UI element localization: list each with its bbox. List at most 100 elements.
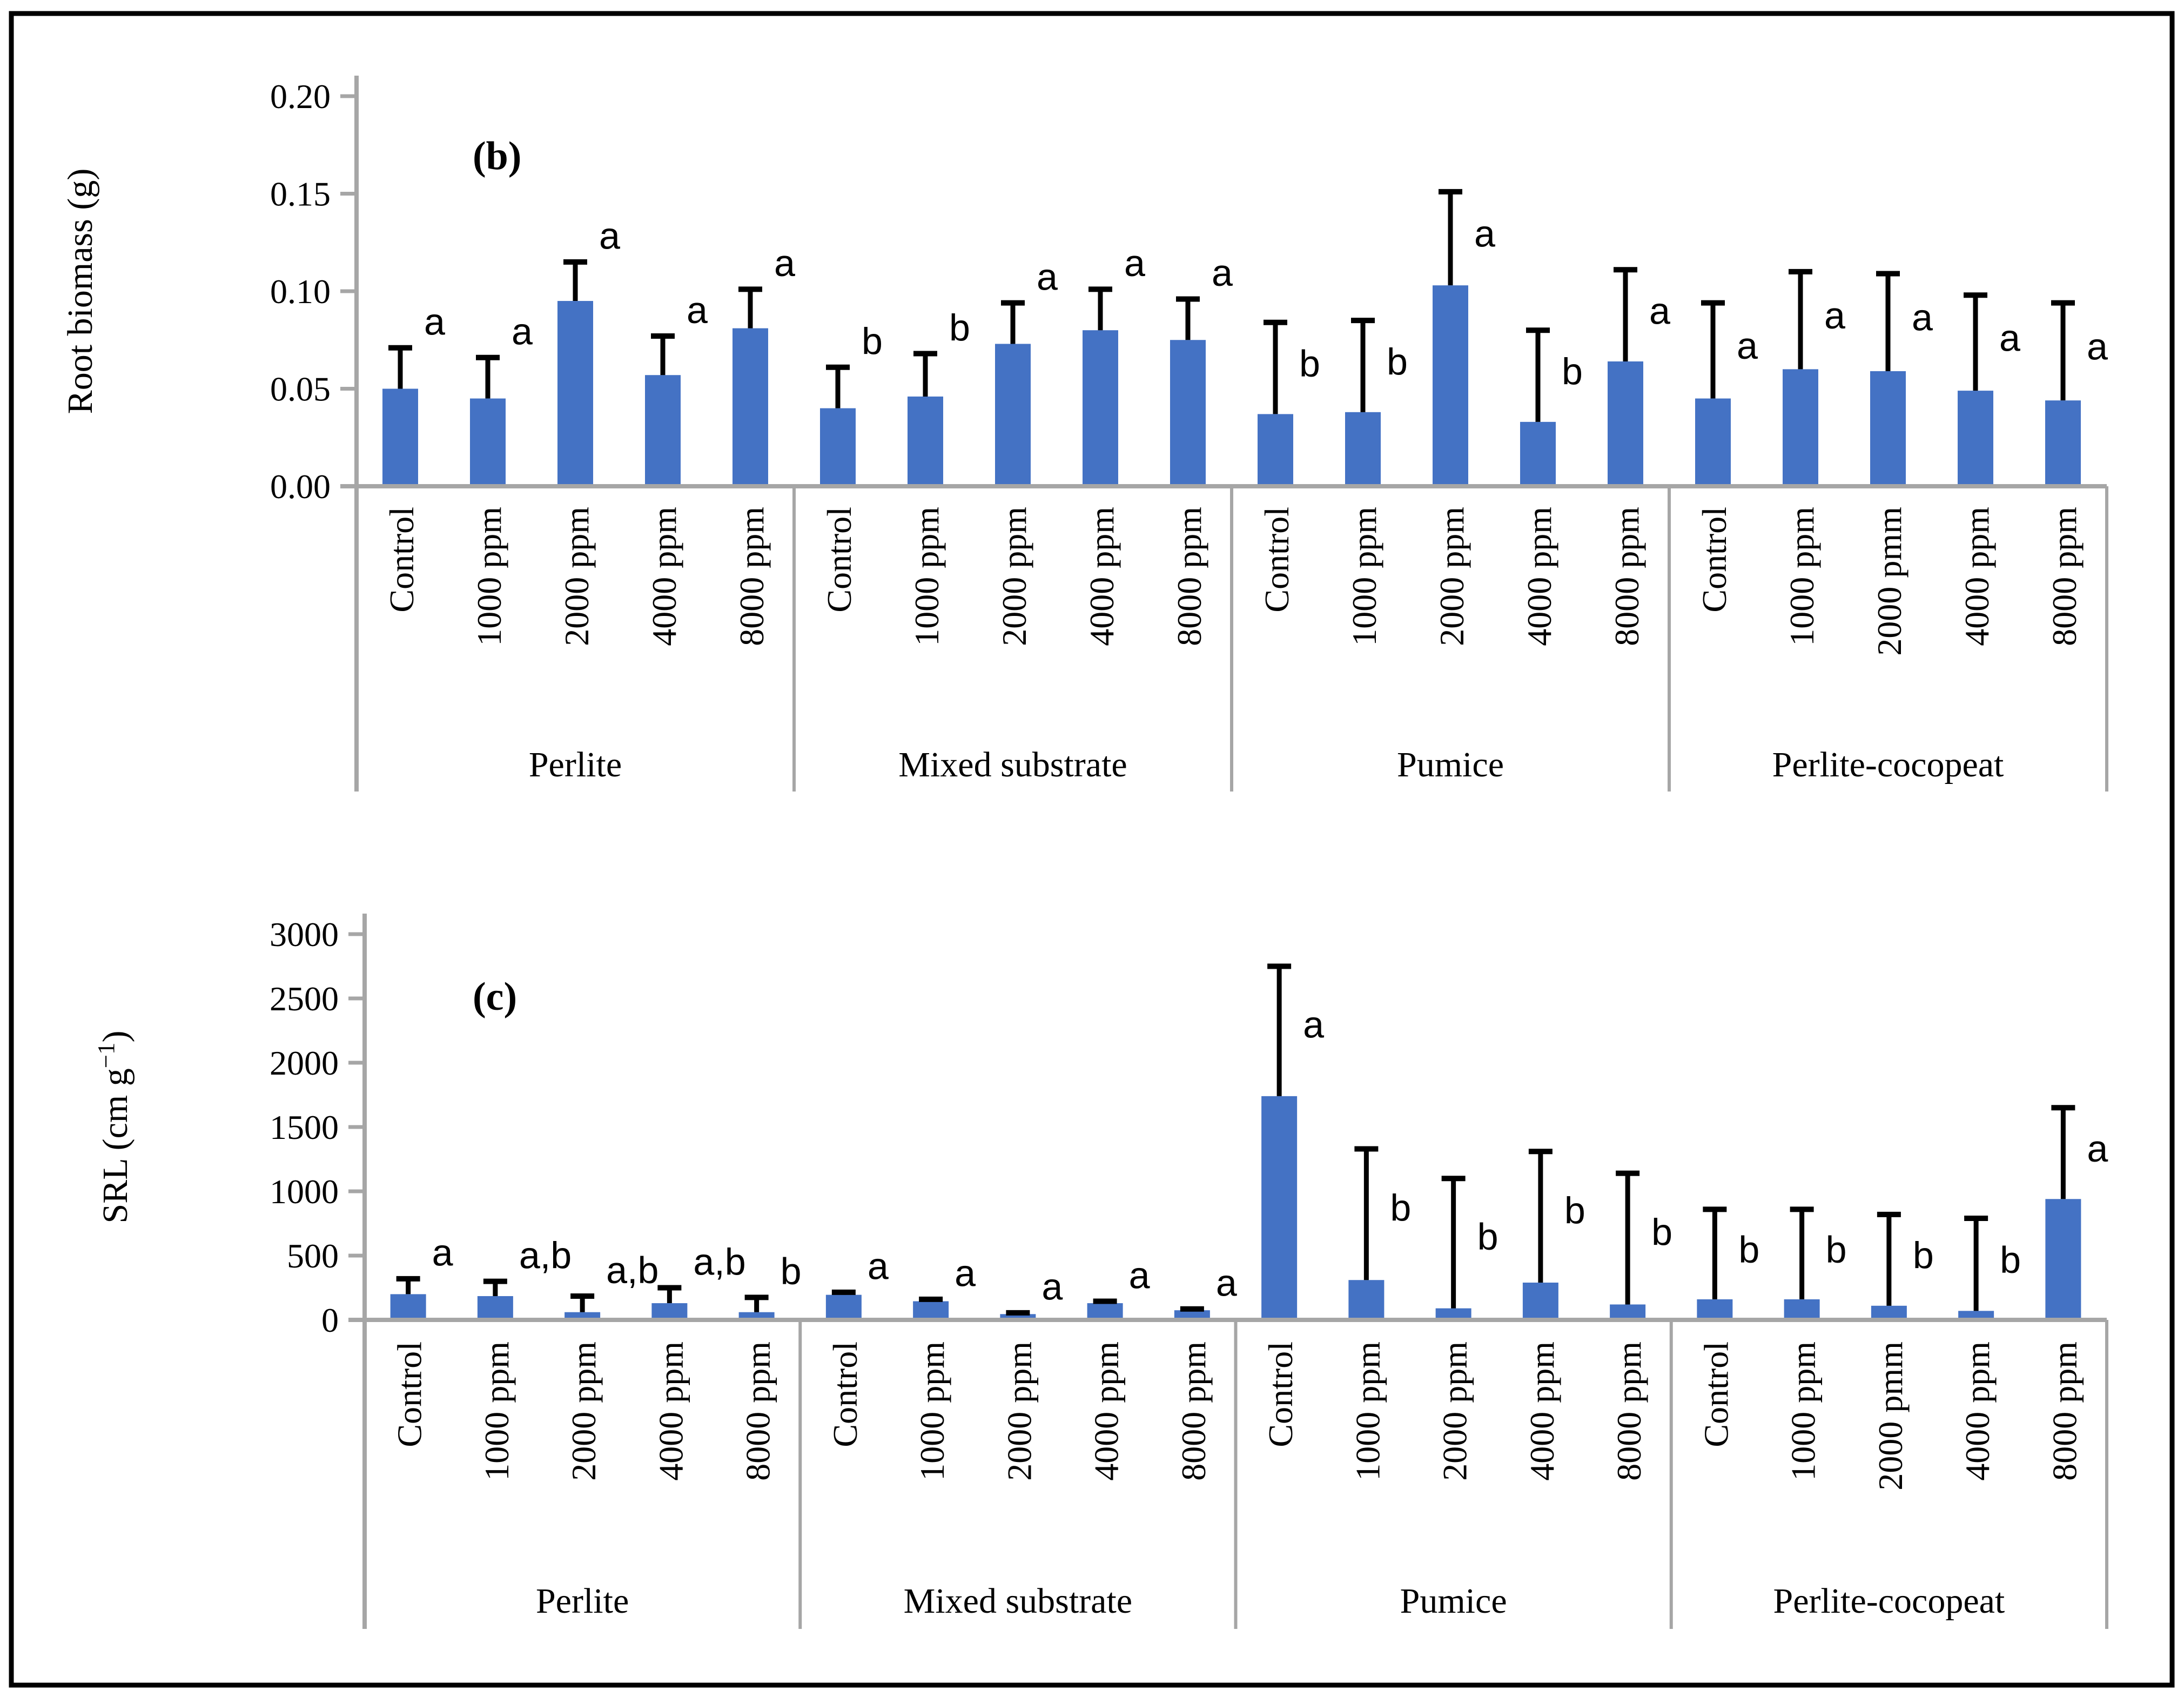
significance-letter: a <box>424 300 445 343</box>
x-category-label: 2000 ppm <box>995 507 1033 646</box>
significance-letter: a <box>432 1232 453 1274</box>
x-category-label: 8000 ppm <box>1610 1341 1648 1481</box>
x-group-label: Pumice <box>1397 745 1504 784</box>
y-tick-label: 0.00 <box>270 467 331 506</box>
bar <box>820 408 856 486</box>
y-tick-label: 0.15 <box>270 175 331 213</box>
bar <box>1348 1280 1385 1320</box>
significance-letter: a <box>774 242 795 284</box>
significance-letter: a,b <box>606 1249 658 1291</box>
bar <box>1000 1314 1036 1320</box>
x-category-label: 8000 ppm <box>733 507 771 646</box>
x-group-label: Perlite <box>529 745 622 784</box>
x-category-label: 2000 pmm <box>1871 1341 1910 1491</box>
significance-letter: b <box>1562 350 1583 392</box>
panel-label: (c) <box>473 975 517 1019</box>
y-tick-label: 1000 <box>270 1172 339 1211</box>
bar <box>645 375 681 486</box>
bar <box>382 388 418 486</box>
bar <box>1871 1305 1907 1320</box>
significance-letter: a <box>512 311 533 353</box>
x-category-label: 2000 ppm <box>1433 507 1471 646</box>
significance-letter: a <box>1649 290 1670 332</box>
significance-letter: b <box>1651 1211 1672 1253</box>
significance-letter: a <box>1474 213 1495 255</box>
bar <box>390 1294 426 1320</box>
bar <box>1958 391 1993 486</box>
bar <box>1433 285 1468 486</box>
significance-letter: a <box>2087 326 2108 368</box>
x-category-label: 1000 ppm <box>1348 1341 1387 1481</box>
panel-label: (b) <box>473 134 521 178</box>
significance-letter: a <box>1037 256 1058 298</box>
x-category-label: 1000 ppm <box>478 1341 516 1481</box>
bar <box>1697 1299 1733 1320</box>
x-category-label: Control <box>1697 1341 1735 1447</box>
significance-letter: b <box>862 320 883 363</box>
y-tick-label: 0.05 <box>270 370 331 408</box>
bar <box>995 344 1031 486</box>
x-category-label: 2000 ppm <box>1000 1341 1038 1481</box>
x-category-label: Control <box>1258 507 1296 613</box>
y-tick-label: 500 <box>287 1237 339 1275</box>
x-category-label: 2000 ppm <box>565 1341 603 1481</box>
significance-letter: a <box>1999 317 2020 359</box>
y-tick-label: 0 <box>321 1301 339 1339</box>
x-category-label: 8000 ppm <box>1174 1341 1213 1481</box>
significance-letter: a <box>2087 1128 2108 1170</box>
x-category-label: 4000 ppm <box>651 1341 690 1481</box>
bar <box>908 396 943 486</box>
significance-letter: a <box>1129 1254 1150 1296</box>
bar <box>913 1301 949 1320</box>
significance-letter: b <box>781 1250 802 1292</box>
bar <box>1174 1310 1210 1320</box>
significance-letter: b <box>1299 343 1320 385</box>
bar <box>1083 330 1118 486</box>
x-category-label: Control <box>382 507 421 613</box>
bar <box>1261 1096 1298 1320</box>
y-tick-label: 2500 <box>270 980 339 1018</box>
chart-panel: SRL (cm g−1) (c) 0 500 1000 1500 2000 2500 3000 a… <box>92 914 2108 1629</box>
x-category-label: 1000 ppm <box>1345 507 1383 646</box>
bar <box>1608 361 1643 486</box>
x-category-label: 1000 ppm <box>1783 507 1821 646</box>
bar <box>470 398 506 486</box>
significance-letter: a,b <box>693 1240 745 1283</box>
bar <box>651 1303 688 1320</box>
x-category-label: 8000 ppm <box>2045 1341 2084 1481</box>
x-category-label: 8000 ppm <box>739 1341 777 1481</box>
y-tick-label: 2000 <box>270 1044 339 1082</box>
x-group-label: Pumice <box>1400 1581 1507 1621</box>
x-category-label: Control <box>826 1341 864 1447</box>
significance-letter: b <box>949 306 970 348</box>
bar <box>1345 412 1381 486</box>
bar <box>1520 421 1556 486</box>
x-category-label: 8000 ppm <box>2045 507 2084 646</box>
x-category-label: 4000 ppm <box>1520 507 1558 646</box>
significance-letter: a <box>868 1245 889 1287</box>
bar <box>1170 340 1206 486</box>
bar <box>1958 1311 1994 1320</box>
significance-letter: a <box>1824 294 1845 337</box>
significance-letter: b <box>2000 1239 2021 1281</box>
significance-letter: a,b <box>519 1234 572 1276</box>
y-axis-title: Root biomass (g) <box>61 169 100 414</box>
significance-letter: a <box>1041 1266 1063 1308</box>
x-group-label: Perlite-cocopeat <box>1773 1581 2005 1621</box>
x-category-label: 8000 ppm <box>1170 507 1208 646</box>
significance-letter: a <box>1216 1262 1237 1304</box>
significance-letter: b <box>1477 1216 1498 1258</box>
significance-letter: b <box>1387 340 1408 383</box>
significance-letter: b <box>1390 1187 1411 1229</box>
x-group-label: Perlite-cocopeat <box>1772 745 2004 784</box>
bar <box>1870 371 1906 486</box>
x-category-label: 1000 ppm <box>913 1341 951 1481</box>
bar <box>1522 1282 1558 1320</box>
bar <box>477 1296 513 1320</box>
significance-letter: a <box>687 289 708 331</box>
significance-letter: a <box>1737 325 1758 367</box>
bar <box>557 301 593 486</box>
y-tick-label: 0.20 <box>270 77 331 116</box>
bar <box>1258 414 1293 486</box>
